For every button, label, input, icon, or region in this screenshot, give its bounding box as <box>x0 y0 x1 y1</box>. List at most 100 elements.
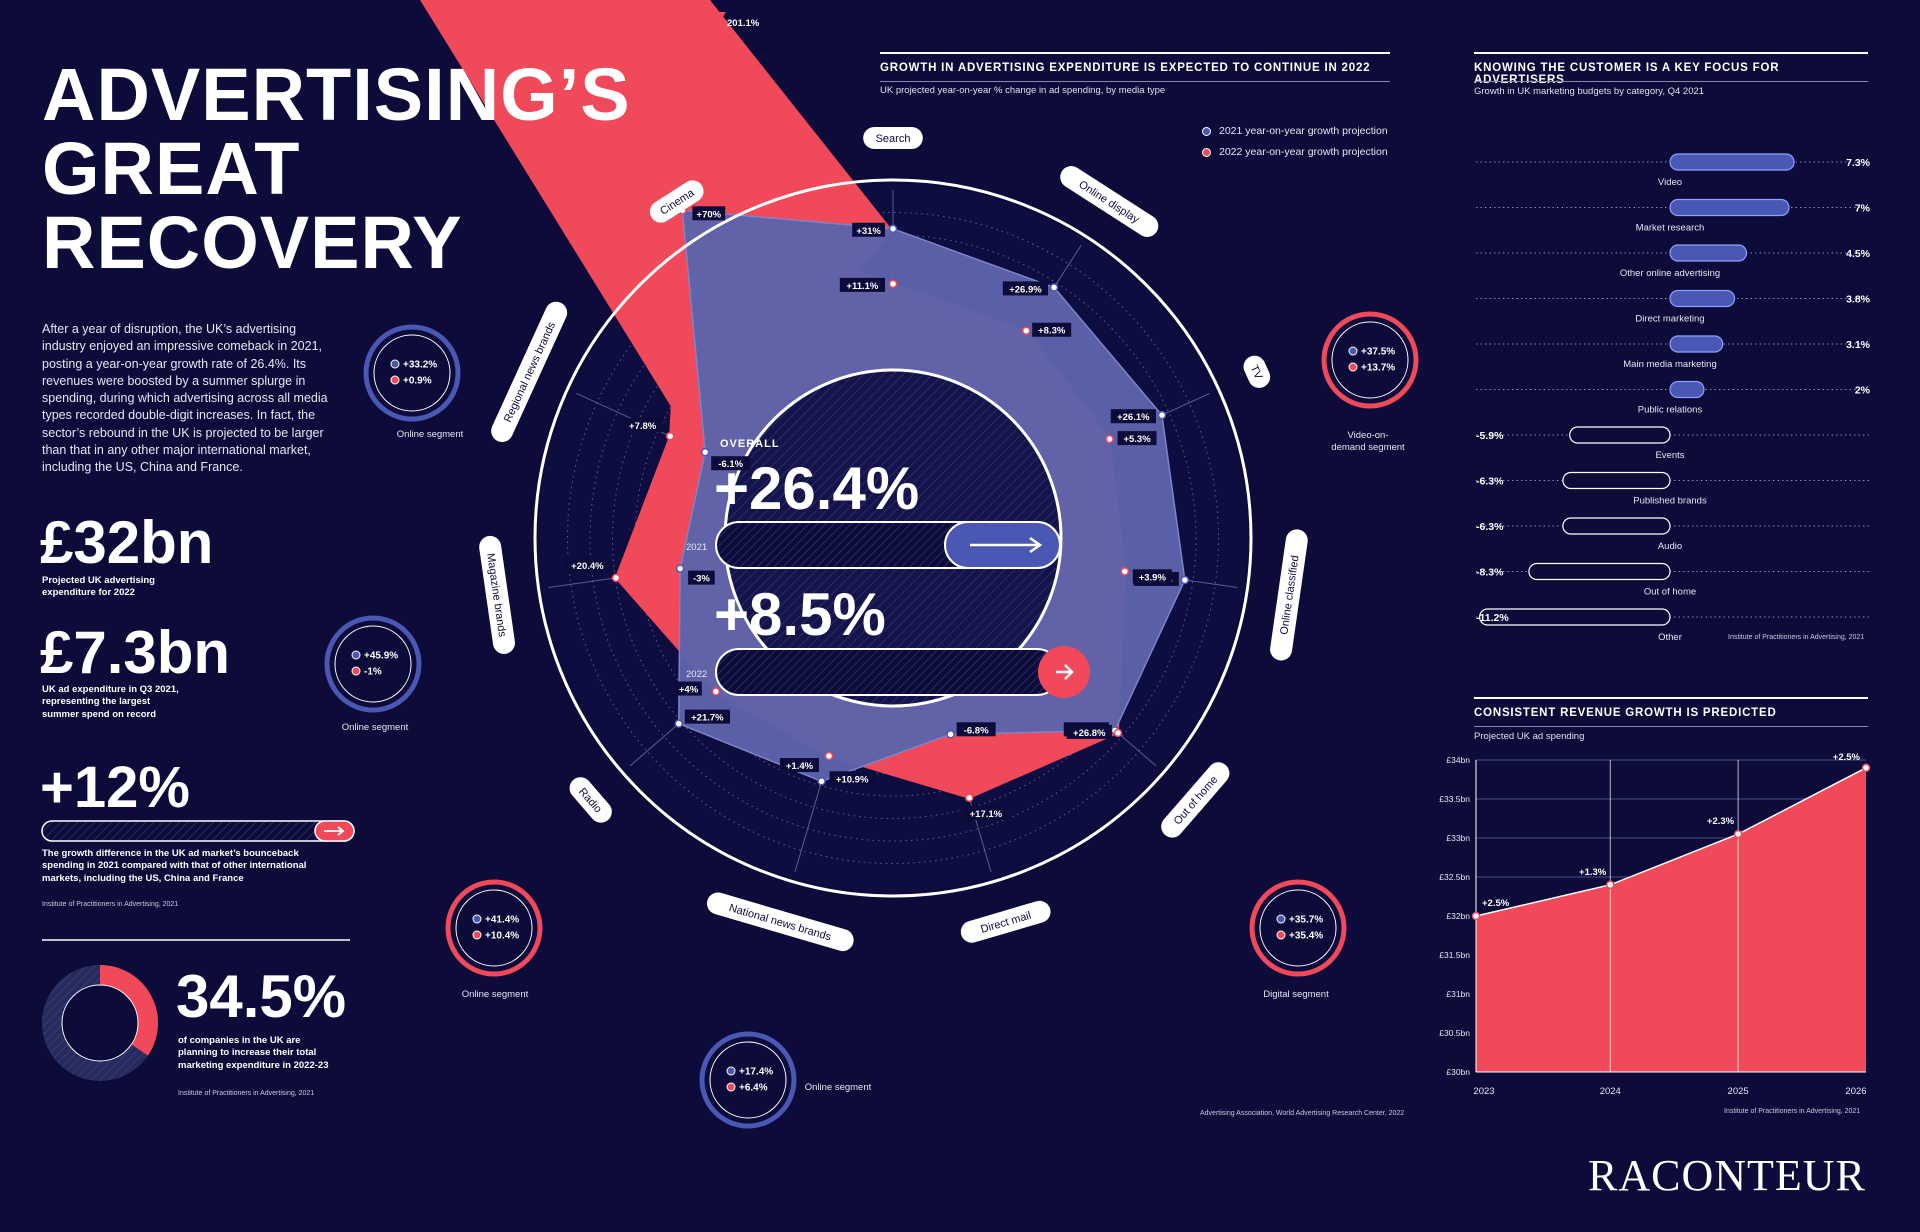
radar-label-2022-search-tag-bg <box>839 277 885 292</box>
bar-section-title: KNOWING THE CUSTOMER IS A KEY FOCUS FOR … <box>1474 52 1868 86</box>
radar-label-2022-national-news-brands-tag-bg <box>779 758 819 773</box>
radar-point-2021-radio <box>674 719 684 728</box>
area-y-tick: £34bn <box>1446 755 1470 765</box>
segment-dot-2021 <box>351 650 361 660</box>
revenue-area-chart: £34bn £33.5bn £33bn £32.5bn £32bn £31.5bn £31b… <box>1439 752 1871 1097</box>
segment-value-2022: +13.7% <box>1361 363 1395 374</box>
radar-label-2022-online-classified: +3.9% <box>1139 572 1167 583</box>
radar-point-2021-online-display <box>1049 283 1059 292</box>
bar-section-subtitle: Growth in UK marketing budgets by catego… <box>1474 86 1705 97</box>
segment-dot-2022 <box>1348 362 1358 372</box>
stat-q3-expenditure: £7.3bn <box>40 619 231 686</box>
segment-dot-2022 <box>726 1082 736 1092</box>
bar-public-relations <box>1669 380 1705 399</box>
radar-label-2022-search-tag: +11.1% <box>839 277 885 292</box>
segment-label: Online segment <box>805 1082 872 1093</box>
bar-category-other-online-advertising: Other online advertising <box>1620 268 1720 279</box>
bar-video <box>1669 153 1795 171</box>
area-y-tick: £32.5bn <box>1439 872 1470 882</box>
radar-category-pill <box>491 301 568 442</box>
legend-2022-label: 2022 year-on-year growth projection <box>1219 146 1388 158</box>
area-series-line <box>1475 767 1867 917</box>
overall-2022-track <box>715 648 1061 696</box>
radar-point-2021-regional-news-brands <box>700 447 710 457</box>
segment-badge-magazine-brands: +45.9% -1% Online segment <box>324 615 422 733</box>
radar-point-2021-online-classified <box>1180 575 1190 585</box>
area-x-label-2026: 2026 <box>1845 1086 1866 1097</box>
radar-label-2022-tv-tag-bg <box>1117 431 1157 446</box>
radar-category-pill <box>569 777 612 823</box>
radar-peak-marker <box>716 12 726 20</box>
segment-dot-2021 <box>390 359 400 369</box>
left-graphics <box>41 820 355 1081</box>
radar-point-2022-out-of-home <box>1113 728 1123 738</box>
segment-dot-2021 <box>1348 346 1358 356</box>
segment-badge-inner <box>373 334 451 412</box>
area-point-label-3: +2.5% <box>1833 752 1861 763</box>
segment-badge-national-news-brands: +17.4% +6.4% Online segment <box>699 1031 872 1129</box>
area-point-label-2: +2.3% <box>1707 816 1735 827</box>
radar-source: Advertising Association, World Advertisi… <box>1200 1110 1405 1117</box>
segment-badge-regional-news-brands: +33.2% +0.9% Online segment <box>363 324 464 440</box>
area-point-1 <box>1606 880 1615 890</box>
radar-point-2021-search <box>888 224 898 234</box>
segment-label: demand segment <box>1331 442 1405 453</box>
area-series-fill <box>1476 767 1866 1072</box>
segment-value-2021: +41.4% <box>485 915 519 926</box>
radar-category-tv: TV <box>1243 355 1271 388</box>
radar-label-2021-online-display-tag-bg <box>1002 281 1049 296</box>
radar-label-2022-direct-mail: +17.1% <box>970 809 1003 820</box>
radar-label-2021-magazine-brands-tag-bg <box>688 570 715 585</box>
radar-label-2021-regional-news-brands-tag: -6.1% <box>711 456 751 471</box>
segment-badge-inner <box>334 625 412 703</box>
radar-point-2022-online-display <box>1021 326 1031 335</box>
stat-companies-percentage: 34.5% <box>176 963 347 1030</box>
segment-dot-2022 <box>351 666 361 676</box>
radar-label-2022-magazine-brands-tag: +20.4% <box>564 557 610 572</box>
area-point-label-1: +1.3% <box>1579 867 1607 878</box>
bar-other <box>1478 608 1671 626</box>
bar-value-video: 7.3% <box>1846 157 1871 169</box>
segment-badge-inner <box>1331 321 1409 399</box>
segment-value-2021: +37.5% <box>1361 347 1395 358</box>
radar-category-label: Regional news brands <box>502 320 558 424</box>
bar-value-main-media-marketing: 3.1% <box>1846 339 1871 351</box>
segment-value-2022: -1% <box>364 667 382 678</box>
radar-label-2022-magazine-brands-tag-bg <box>564 557 610 572</box>
bar-market-research <box>1669 198 1790 217</box>
radar-label-2021-national-news-brands: +10.9% <box>836 774 869 785</box>
bar-value-audio: -6.3% <box>1476 521 1504 533</box>
bar-category-main-media-marketing: Main media marketing <box>1623 359 1716 370</box>
bar-value-out-of-home: -8.3% <box>1476 567 1504 579</box>
radar-label-2021-direct-mail-tag-bg <box>956 722 996 737</box>
bar-category-published-brands: Published brands <box>1633 496 1707 507</box>
bar-category-other: Other <box>1658 632 1682 643</box>
radar-point-2022-search <box>888 279 898 289</box>
bar-value-direct-marketing: 3.8% <box>1846 294 1871 306</box>
stat-companies-source: Institute of Practitioners in Advertisin… <box>178 1090 315 1097</box>
area-y-tick: £33bn <box>1446 833 1470 843</box>
legend-2021-swatch <box>1202 126 1211 136</box>
arrow-right-icon <box>970 536 1043 554</box>
area-title-divider <box>1474 726 1868 727</box>
radar-label-2022-tv-tag: +5.3% <box>1117 431 1157 446</box>
stat-growth-difference-label: The growth difference in the UK ad marke… <box>42 848 307 884</box>
radar-point-2021-national-news-brands <box>817 777 826 786</box>
radar-label-2022-national-news-brands: +1.4% <box>786 761 814 772</box>
area-x-label-2023: 2023 <box>1473 1086 1494 1097</box>
raconteur-logo: RACONTEUR <box>1588 1151 1866 1200</box>
segment-dot-2021 <box>726 1066 736 1076</box>
radar-label-2021-online-display-tag: +26.9% <box>1002 281 1049 296</box>
area-section-title: CONSISTENT REVENUE GROWTH IS PREDICTED <box>1474 697 1868 719</box>
radar-label-2022-radio: +4% <box>679 685 699 696</box>
radar-label-2021-magazine-brands: -3% <box>693 574 710 585</box>
segment-value-2022: +6.4% <box>739 1083 768 1094</box>
legend-2021: 2021 year-on-year growth projection <box>1202 125 1388 137</box>
radar-category-search: Search <box>863 127 923 149</box>
radar-label-2022-regional-news-brands-tag-bg <box>623 418 663 433</box>
radar-label-2021-national-news-brands-tag-bg <box>829 771 875 786</box>
radar-category-pill <box>649 180 704 223</box>
radar-label-2021-tv-tag: +26.1% <box>1110 409 1156 424</box>
radar-point-2022-regional-news-brands <box>665 431 675 441</box>
